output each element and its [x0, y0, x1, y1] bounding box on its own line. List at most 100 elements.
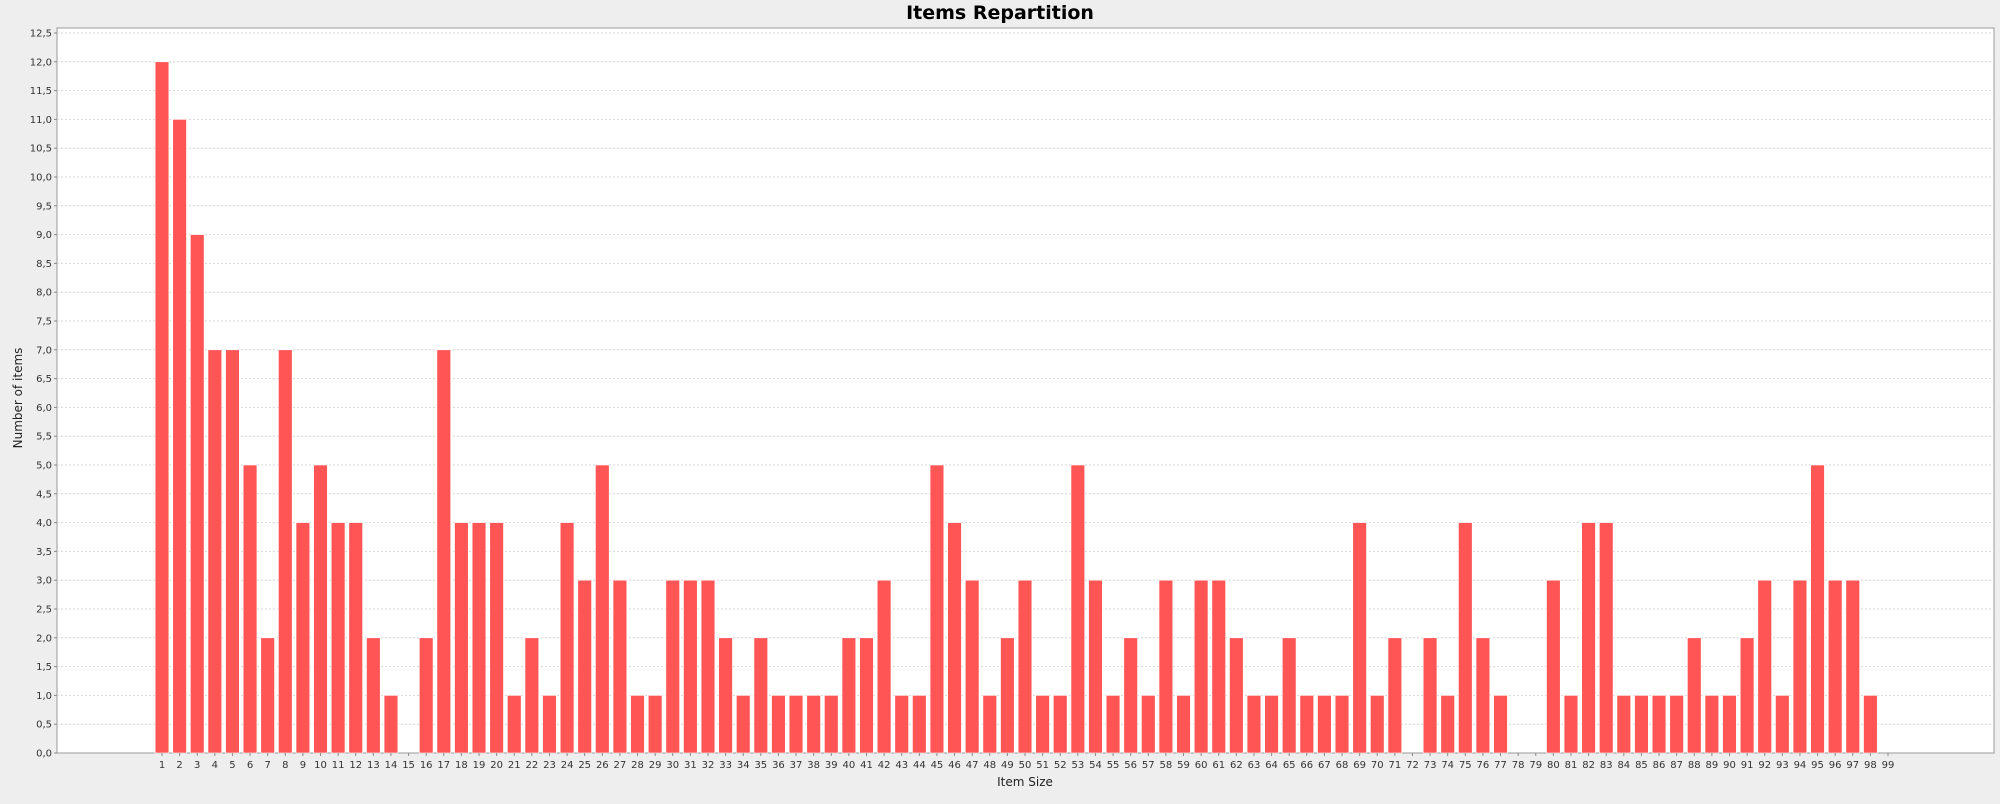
x-tick-label: 89 — [1706, 760, 1719, 771]
x-tick-label: 39 — [825, 760, 838, 771]
x-tick-label: 50 — [1019, 760, 1032, 771]
chart-title: Items Repartition — [906, 2, 1094, 24]
bar-98 — [1863, 695, 1878, 754]
x-tick-label: 9 — [300, 760, 306, 771]
y-tick-label: 0,0 — [36, 749, 52, 760]
y-tick-label: 4,0 — [36, 518, 52, 529]
bar-85 — [1634, 695, 1649, 754]
x-tick-label: 78 — [1512, 760, 1525, 771]
x-tick-label: 35 — [754, 760, 767, 771]
x-tick-label: 81 — [1565, 760, 1578, 771]
x-tick-label: 79 — [1529, 760, 1542, 771]
bar-89 — [1704, 695, 1720, 754]
bar-71 — [1387, 637, 1403, 754]
bar-20 — [489, 522, 504, 754]
x-tick-label: 31 — [684, 760, 697, 771]
x-tick-label: 66 — [1300, 760, 1313, 771]
bar-61 — [1211, 579, 1226, 754]
x-tick-label: 26 — [596, 760, 609, 771]
bar-42 — [876, 579, 892, 754]
x-tick-label: 48 — [983, 760, 996, 771]
x-tick-label: 21 — [508, 760, 521, 771]
x-tick-label: 7 — [264, 760, 270, 771]
y-tick-label: 4,5 — [36, 489, 52, 500]
bar-80 — [1546, 579, 1561, 754]
bar-4 — [207, 349, 223, 754]
y-tick-label: 1,5 — [36, 662, 52, 673]
bar-62 — [1229, 637, 1244, 754]
y-tick-label: 8,0 — [36, 288, 52, 299]
bar-44 — [912, 695, 927, 754]
bar-31 — [683, 579, 698, 754]
bar-66 — [1299, 695, 1314, 754]
y-tick-label: 7,0 — [36, 345, 52, 356]
x-tick-label: 55 — [1107, 760, 1120, 771]
y-tick-label: 6,0 — [36, 403, 52, 414]
x-tick-label: 53 — [1071, 760, 1084, 771]
x-tick-label: 77 — [1494, 760, 1507, 771]
x-tick-label: 54 — [1089, 760, 1102, 771]
bar-92 — [1757, 579, 1772, 754]
bar-55 — [1105, 695, 1121, 754]
bar-63 — [1246, 695, 1262, 754]
bar-70 — [1370, 695, 1385, 754]
x-tick-label: 86 — [1653, 760, 1666, 771]
x-tick-label: 60 — [1195, 760, 1208, 771]
x-tick-label: 47 — [966, 760, 979, 771]
x-tick-label: 13 — [367, 760, 380, 771]
y-tick-label: 1,0 — [36, 691, 52, 702]
x-tick-label: 6 — [247, 760, 253, 771]
x-tick-label: 46 — [948, 760, 961, 771]
x-tick-label: 69 — [1353, 760, 1366, 771]
x-tick-label: 42 — [878, 760, 891, 771]
x-tick-label: 61 — [1212, 760, 1225, 771]
bar-23 — [542, 695, 557, 754]
bar-38 — [806, 695, 821, 754]
bar-96 — [1827, 579, 1843, 754]
bar-74 — [1440, 695, 1455, 754]
bar-30 — [665, 579, 680, 754]
bar-68 — [1334, 695, 1350, 754]
x-tick-label: 96 — [1829, 760, 1842, 771]
x-tick-label: 58 — [1160, 760, 1173, 771]
bar-36 — [771, 695, 786, 754]
y-tick-label: 11,5 — [30, 86, 52, 97]
bar-75 — [1458, 522, 1473, 754]
x-tick-label: 19 — [473, 760, 486, 771]
bar-48 — [982, 695, 997, 754]
y-tick-label: 12,0 — [30, 57, 52, 68]
bar-40 — [841, 637, 857, 754]
bar-12 — [348, 522, 363, 754]
x-tick-label: 30 — [666, 760, 679, 771]
x-tick-label: 11 — [332, 760, 345, 771]
bar-73 — [1422, 637, 1438, 754]
x-tick-label: 92 — [1758, 760, 1771, 771]
bar-82 — [1581, 522, 1596, 754]
bar-37 — [788, 695, 804, 754]
x-tick-label: 76 — [1477, 760, 1490, 771]
bar-60 — [1193, 579, 1209, 754]
bar-41 — [859, 637, 874, 754]
bar-45 — [929, 464, 945, 754]
x-tick-label: 45 — [931, 760, 944, 771]
bar-24 — [559, 522, 575, 754]
bar-29 — [647, 695, 663, 754]
x-tick-label: 57 — [1142, 760, 1155, 771]
bar-43 — [894, 695, 909, 754]
x-tick-label: 52 — [1054, 760, 1067, 771]
x-tick-label: 83 — [1600, 760, 1613, 771]
bar-39 — [824, 695, 839, 754]
x-tick-label: 34 — [737, 760, 750, 771]
x-tick-label: 29 — [649, 760, 662, 771]
x-tick-label: 18 — [455, 760, 468, 771]
x-tick-label: 22 — [525, 760, 538, 771]
bar-25 — [577, 579, 592, 754]
x-tick-label: 74 — [1441, 760, 1454, 771]
bar-97 — [1845, 579, 1860, 754]
x-tick-label: 23 — [543, 760, 556, 771]
x-tick-label: 80 — [1547, 760, 1560, 771]
bar-5 — [225, 349, 240, 754]
x-tick-label: 1 — [159, 760, 165, 771]
bar-81 — [1563, 695, 1579, 754]
